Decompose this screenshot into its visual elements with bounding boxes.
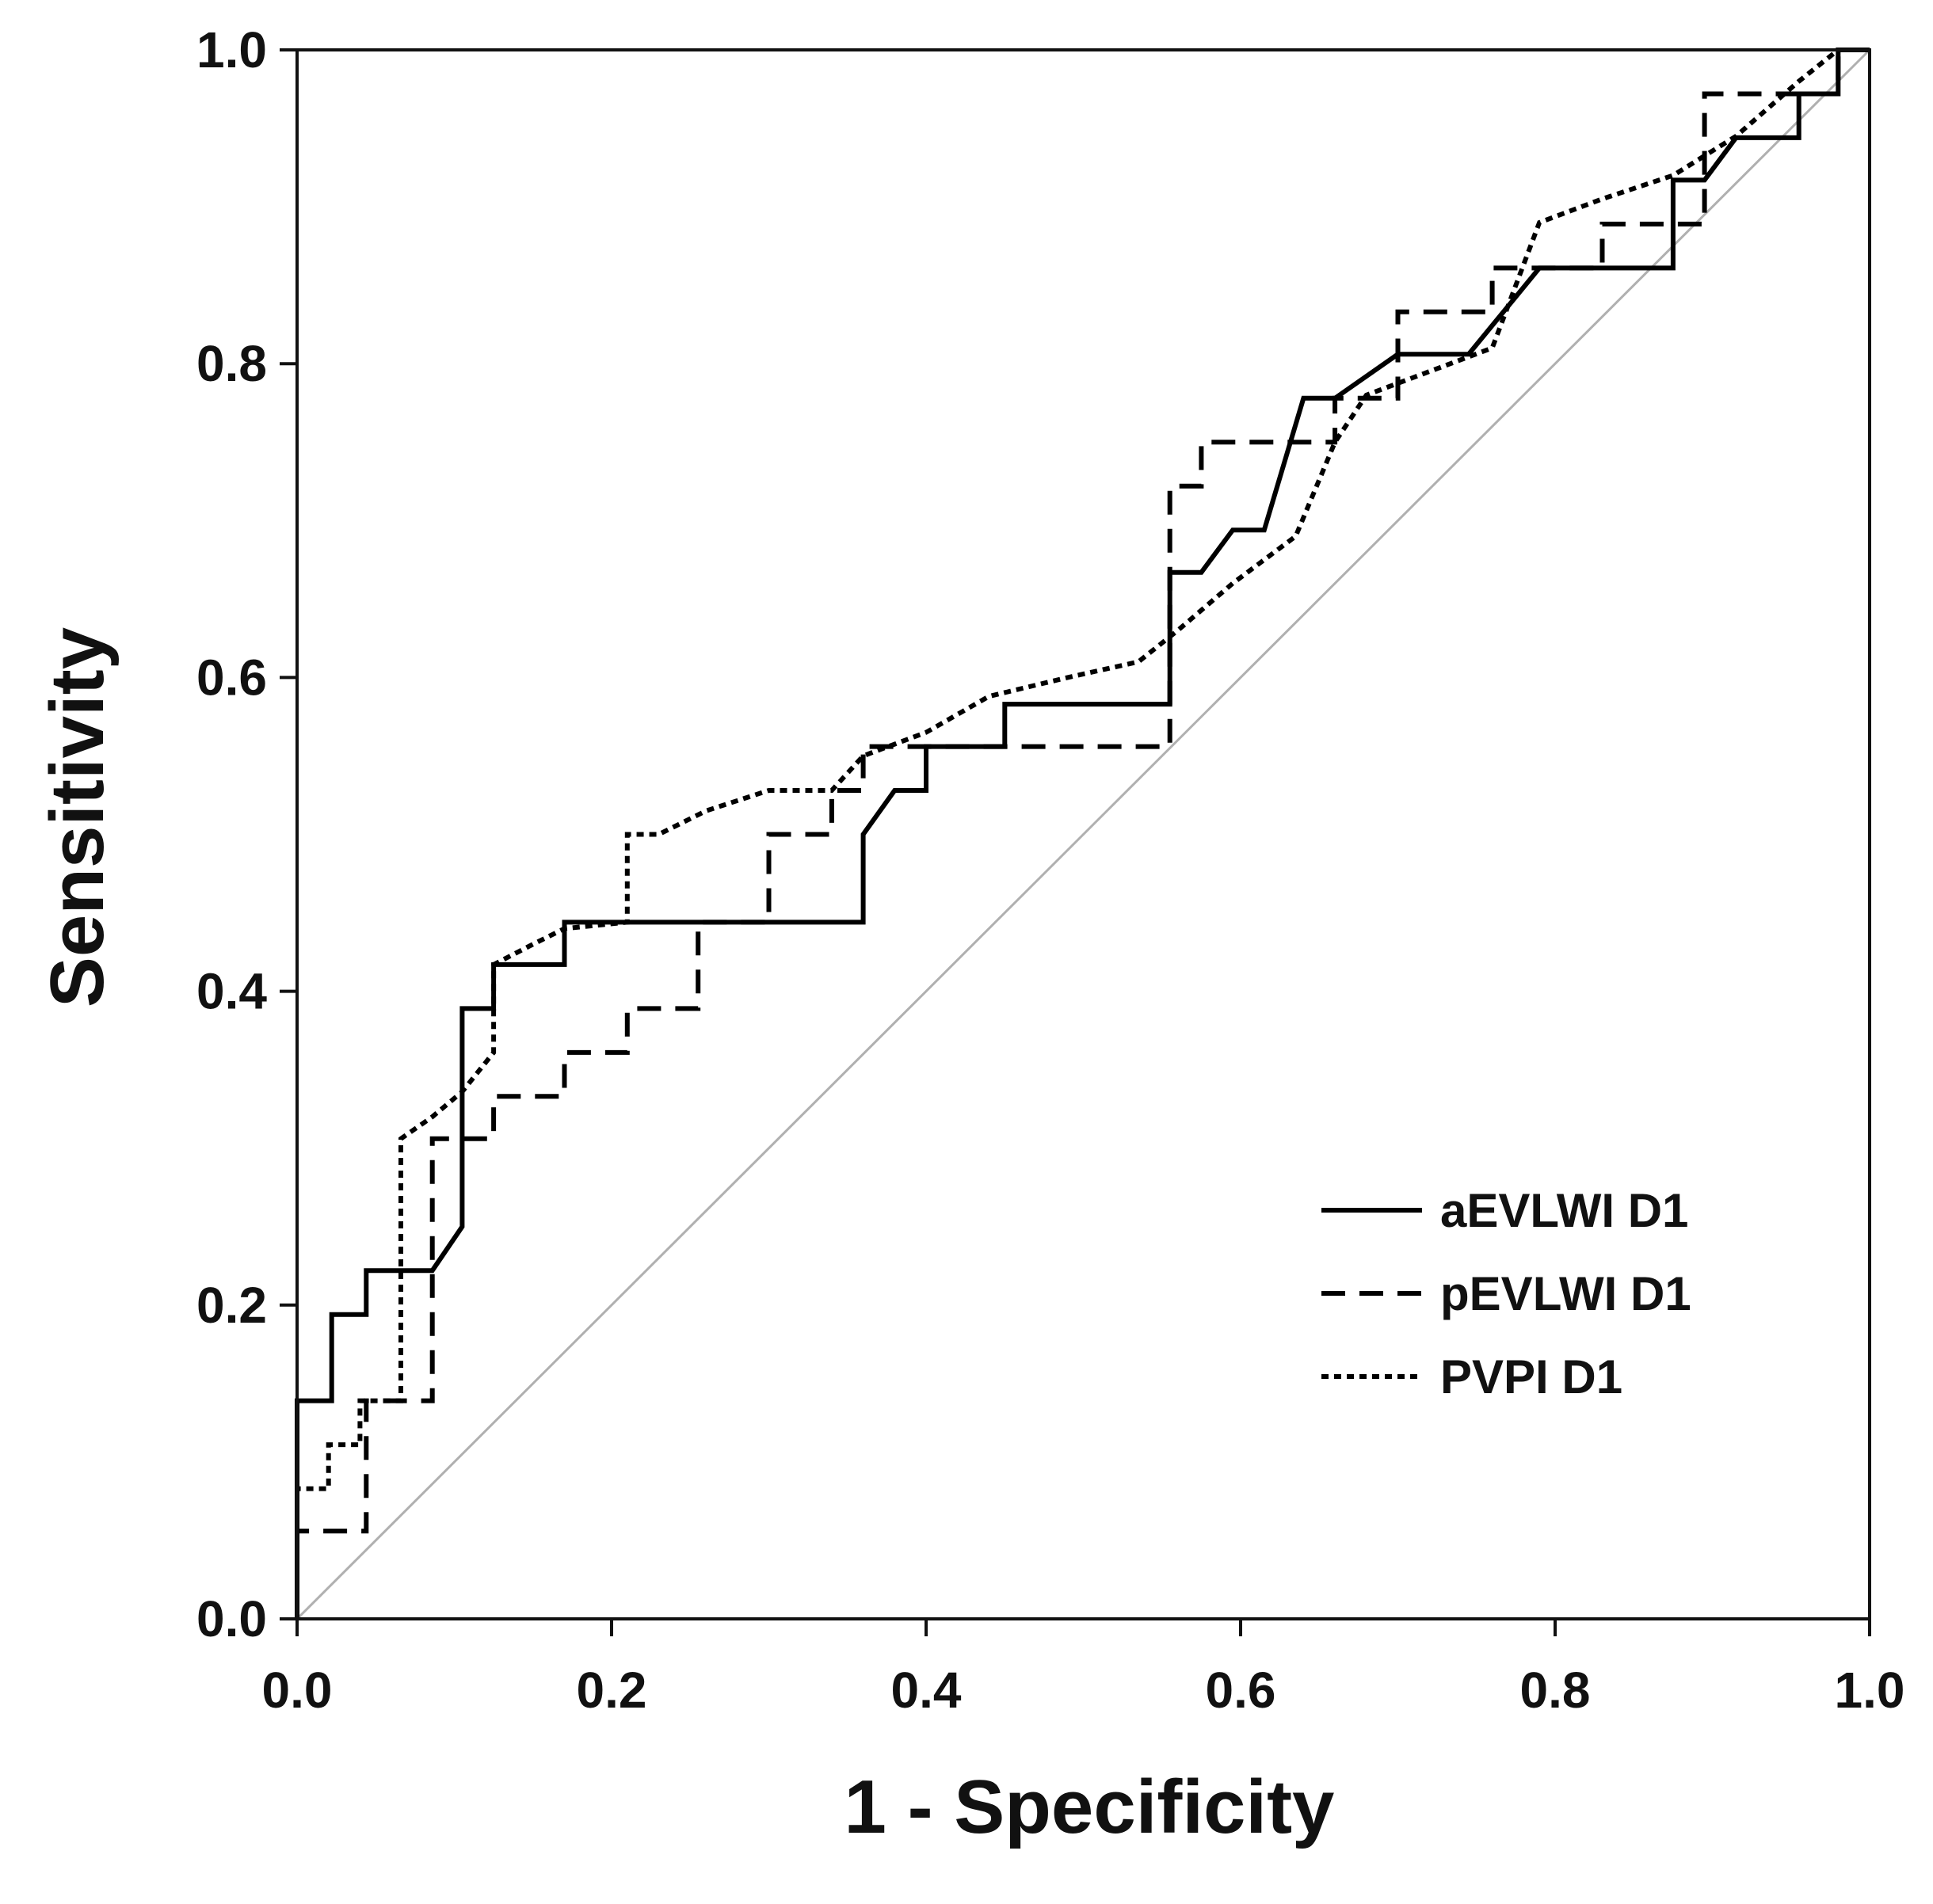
- y-tick-label: 1.0: [196, 21, 267, 78]
- x-tick-label: 0.2: [577, 1662, 647, 1719]
- x-tick-label: 0.0: [262, 1662, 333, 1719]
- y-tick-label: 0.4: [196, 963, 267, 1020]
- x-axis-title: 1 - Specificity: [844, 1765, 1335, 1849]
- y-tick-label: 0.2: [196, 1277, 267, 1334]
- y-tick-label: 0.8: [196, 335, 267, 392]
- x-tick-label: 0.6: [1206, 1662, 1276, 1719]
- x-tick-label: 0.8: [1520, 1662, 1591, 1719]
- axes: 0.0 0.2 0.4 0.6 0.8 1.0 0.0 0.2 0.4 0.6 0.8 1.0: [196, 21, 1904, 1719]
- x-tick-label: 0.4: [891, 1662, 962, 1719]
- legend-label: PVPI D1: [1440, 1350, 1622, 1403]
- reference-diagonal-line: [295, 48, 1871, 1620]
- series-line-pvpi-d1: [295, 48, 1870, 1619]
- series-line-aevlwi-d1: [295, 48, 1870, 1619]
- legend-label: aEVLWI D1: [1440, 1184, 1688, 1237]
- plot-frame: [295, 48, 1871, 1620]
- legend-label: pEVLWI D1: [1440, 1267, 1691, 1320]
- legend: aEVLWI D1 pEVLWI D1 PVPI D1: [1321, 1184, 1691, 1403]
- x-tick-label: 1.0: [1835, 1662, 1905, 1719]
- y-tick-label: 0.6: [196, 649, 267, 706]
- plot-area: [295, 48, 1871, 1620]
- y-axis-title: Sensitivity: [35, 627, 120, 1007]
- y-tick-label: 0.0: [196, 1590, 267, 1647]
